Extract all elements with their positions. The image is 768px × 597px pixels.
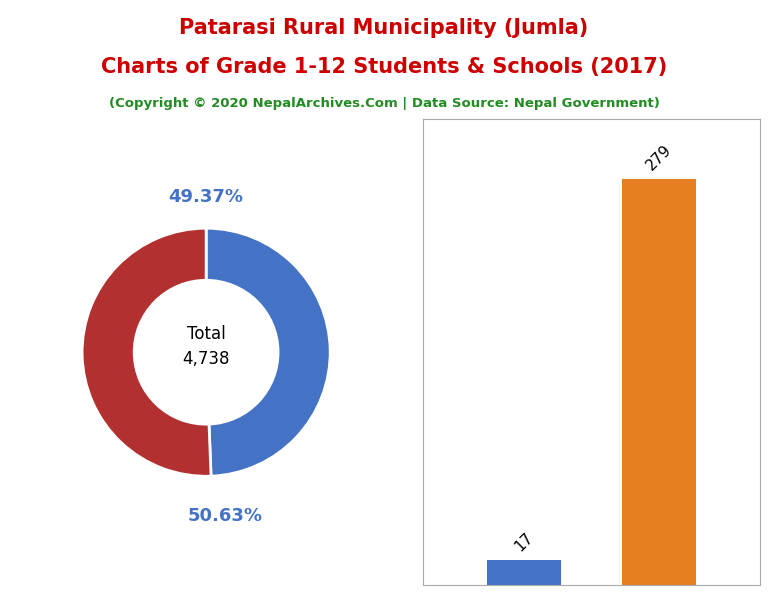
- Bar: [622, 179, 697, 585]
- Wedge shape: [206, 228, 330, 476]
- Bar: [487, 561, 561, 585]
- Wedge shape: [82, 228, 211, 476]
- Text: Charts of Grade 1-12 Students & Schools (2017): Charts of Grade 1-12 Students & Schools …: [101, 57, 667, 77]
- Text: 50.63%: 50.63%: [187, 507, 262, 525]
- Text: Total
4,738: Total 4,738: [182, 325, 230, 368]
- Text: Patarasi Rural Municipality (Jumla): Patarasi Rural Municipality (Jumla): [180, 18, 588, 38]
- Text: 49.37%: 49.37%: [169, 188, 243, 206]
- Text: 279: 279: [644, 142, 674, 173]
- Text: 17: 17: [512, 530, 536, 555]
- Text: (Copyright © 2020 NepalArchives.Com | Data Source: Nepal Government): (Copyright © 2020 NepalArchives.Com | Da…: [108, 97, 660, 110]
